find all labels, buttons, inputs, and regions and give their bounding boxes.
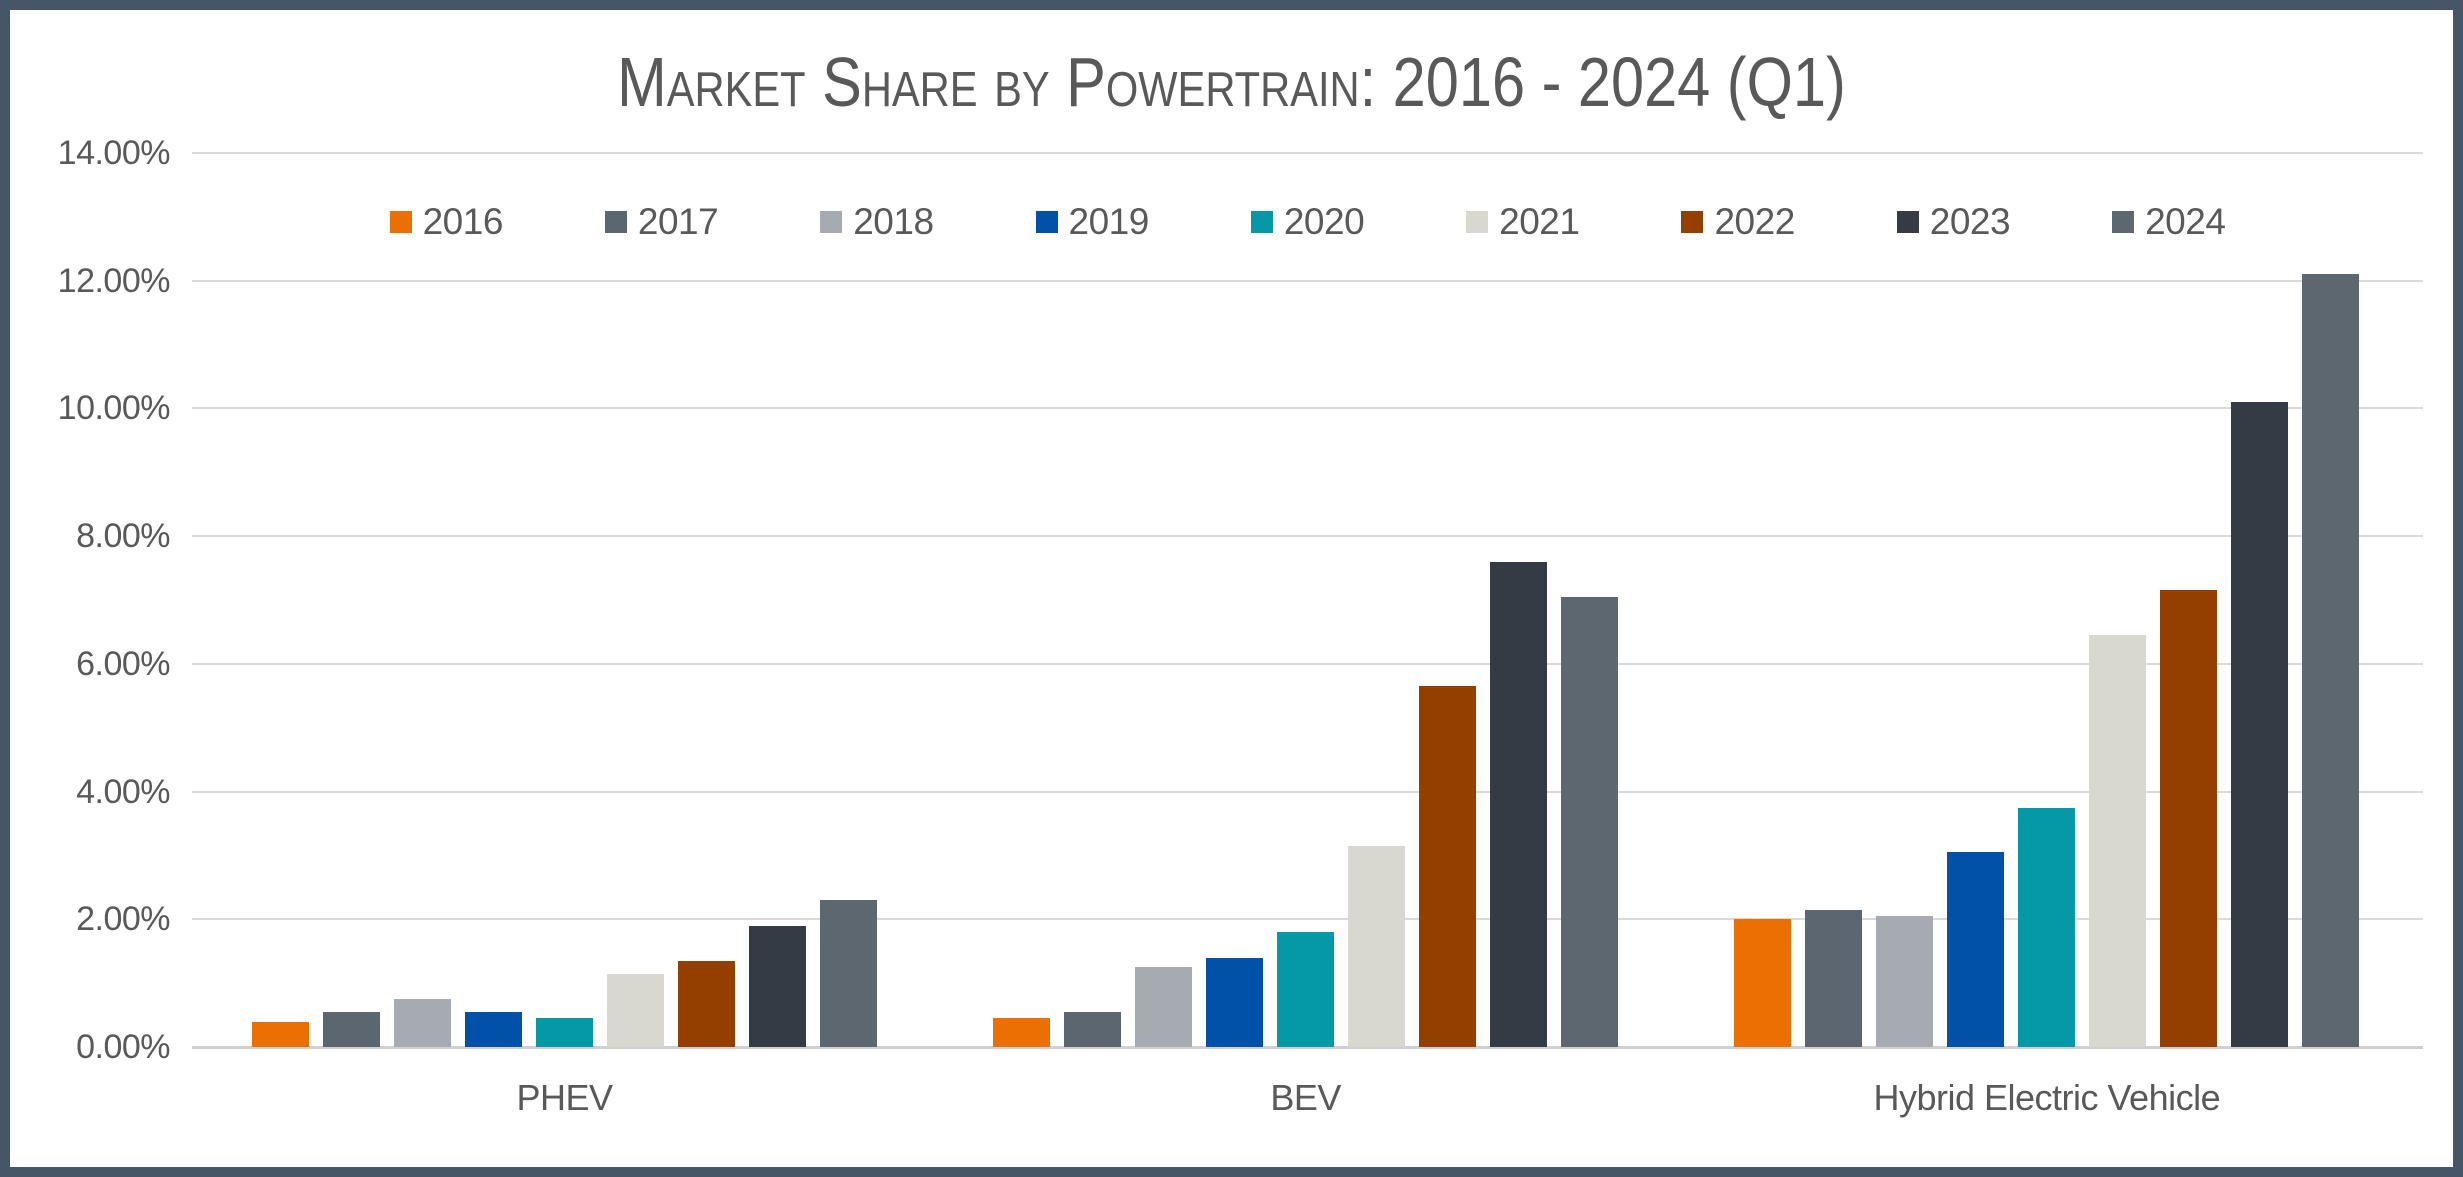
bar-bev-2019 xyxy=(1206,957,1264,1047)
y-tick-label: 12.00% xyxy=(57,261,171,300)
legend-label: 2019 xyxy=(1068,201,1150,242)
legend-swatch-2024 xyxy=(2112,211,2135,233)
bar-group-hybrid-electric-vehicle xyxy=(1734,153,2360,1047)
gridline xyxy=(192,535,2423,538)
gridline xyxy=(192,662,2423,665)
y-tick-label: 10.00% xyxy=(57,389,171,428)
legend-label: 2020 xyxy=(1283,201,1365,242)
x-axis-line xyxy=(192,1046,2423,1049)
bar-phev-2019 xyxy=(465,1011,522,1047)
y-tick-label: 14.00% xyxy=(57,134,171,172)
bar-phev-2023 xyxy=(749,925,806,1047)
bar-phev-2018 xyxy=(394,999,451,1047)
gridline xyxy=(192,279,2423,282)
bar-hybrid-electric-vehicle-2020 xyxy=(2018,807,2076,1047)
bar-hybrid-electric-vehicle-2022 xyxy=(2160,590,2218,1047)
legend-item-2023: 2023 xyxy=(1896,201,2011,243)
category-label-bev: BEV xyxy=(1270,1077,1341,1118)
legend-label: 2018 xyxy=(853,201,934,242)
bar-bev-2017 xyxy=(1064,1011,1122,1047)
legend-swatch-2023 xyxy=(1896,211,1919,233)
legend-item-2021: 2021 xyxy=(1466,201,1580,243)
gridline xyxy=(192,407,2423,410)
legend-label: 2022 xyxy=(1714,201,1795,242)
bar-bev-2024 xyxy=(1561,596,1619,1047)
legend-swatch-2018 xyxy=(820,211,843,233)
bar-group-bev xyxy=(993,153,1619,1047)
bar-phev-2024 xyxy=(820,900,877,1047)
y-tick-label: 2.00% xyxy=(76,900,170,939)
legend: 2016 2017 2018 2019 2020 2021 2022 2023 2024 xyxy=(192,196,2423,248)
legend-item-2024: 2024 xyxy=(2112,201,2226,243)
legend-item-2020: 2020 xyxy=(1250,201,1365,243)
category-label-hybrid-electric-vehicle: Hybrid Electric Vehicle xyxy=(1873,1077,2221,1118)
bar-hybrid-electric-vehicle-2018 xyxy=(1876,916,1934,1047)
chart-title: Market Share by Powertrain: 2016 - 2024 … xyxy=(617,43,1846,121)
gridline xyxy=(192,790,2423,793)
bar-bev-2018 xyxy=(1135,967,1193,1047)
legend-swatch-2021 xyxy=(1466,211,1489,233)
legend-label: 2024 xyxy=(2145,201,2226,242)
category-label-phev: PHEV xyxy=(516,1077,613,1118)
bar-phev-2017 xyxy=(323,1011,380,1047)
legend-swatch-2017 xyxy=(604,211,627,233)
bar-bev-2016 xyxy=(993,1018,1051,1047)
legend-label: 2017 xyxy=(637,201,719,242)
y-tick-label: 6.00% xyxy=(76,644,170,683)
legend-swatch-2016 xyxy=(389,211,412,233)
plot-area xyxy=(192,152,2423,1049)
legend-swatch-2019 xyxy=(1035,211,1058,233)
legend-label: 2023 xyxy=(1929,201,2011,242)
bar-bev-2023 xyxy=(1490,561,1548,1047)
bar-bev-2022 xyxy=(1419,686,1477,1047)
bar-hybrid-electric-vehicle-2024 xyxy=(2302,274,2360,1047)
bar-hybrid-electric-vehicle-2023 xyxy=(2231,402,2289,1047)
bar-phev-2022 xyxy=(678,960,735,1047)
y-tick-label: 4.00% xyxy=(76,772,170,811)
legend-item-2019: 2019 xyxy=(1035,201,1150,243)
y-tick-label: 0.00% xyxy=(76,1028,170,1066)
gridline xyxy=(192,152,2423,154)
bar-group-phev xyxy=(252,153,877,1047)
y-tick-label: 8.00% xyxy=(76,517,170,556)
gridline xyxy=(192,918,2423,921)
bar-phev-2020 xyxy=(536,1018,593,1047)
bar-hybrid-electric-vehicle-2021 xyxy=(2089,635,2147,1047)
bar-bev-2021 xyxy=(1348,845,1406,1047)
legend-item-2017: 2017 xyxy=(604,201,719,243)
bar-hybrid-electric-vehicle-2019 xyxy=(1947,852,2005,1047)
legend-item-2022: 2022 xyxy=(1681,201,1795,243)
legend-swatch-2020 xyxy=(1250,211,1273,233)
bar-bev-2020 xyxy=(1277,932,1335,1047)
legend-label: 2021 xyxy=(1499,201,1580,242)
bar-hybrid-electric-vehicle-2017 xyxy=(1805,909,1863,1047)
bar-phev-2016 xyxy=(252,1021,309,1047)
legend-label: 2016 xyxy=(422,201,504,242)
legend-swatch-2022 xyxy=(1681,211,1704,233)
legend-item-2018: 2018 xyxy=(820,201,934,243)
bar-hybrid-electric-vehicle-2016 xyxy=(1734,919,1792,1047)
legend-item-2016: 2016 xyxy=(389,201,504,243)
bar-phev-2021 xyxy=(607,973,664,1047)
